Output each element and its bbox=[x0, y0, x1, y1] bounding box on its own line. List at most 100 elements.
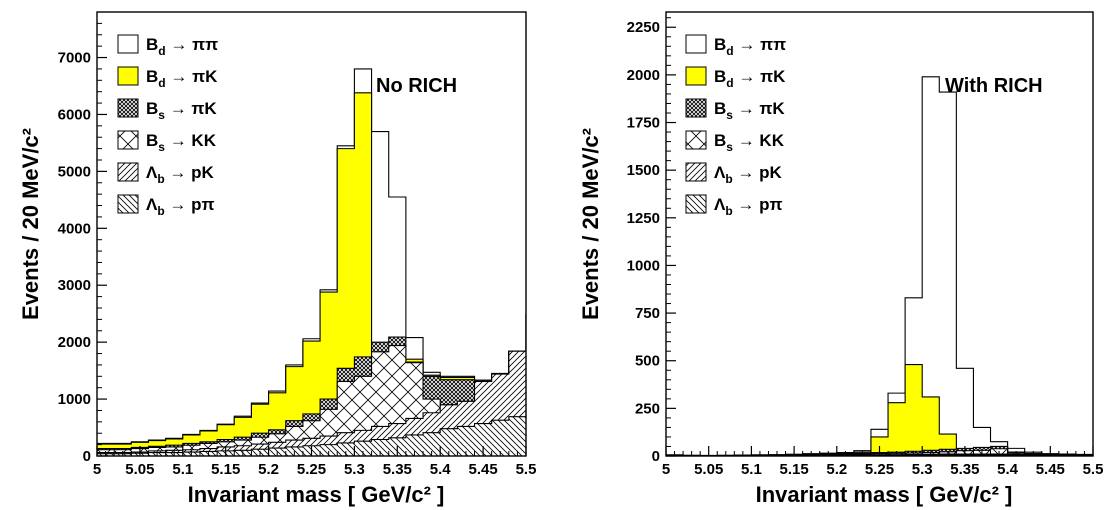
x-tick-label: 5.15 bbox=[779, 461, 808, 478]
histogram-2 bbox=[666, 363, 1093, 456]
legend-prefix: B bbox=[714, 131, 726, 150]
y-tick-label: 2000 bbox=[627, 67, 660, 84]
y-tick-label: 7000 bbox=[58, 50, 91, 67]
legend-label: Λb → pπ bbox=[146, 195, 215, 218]
x-tick-label: 5.45 bbox=[1036, 461, 1065, 478]
legend-swatch bbox=[685, 130, 707, 150]
x-axis-label-unit: [ GeV/c² ] bbox=[916, 482, 1013, 507]
legend-prefix: B bbox=[146, 131, 158, 150]
y-axis-label: Events / 20 MeV/c² bbox=[578, 128, 603, 320]
legend-sub: d bbox=[726, 76, 733, 90]
y-tick-label: 750 bbox=[635, 305, 660, 322]
x-tick-label: 5.2 bbox=[826, 461, 847, 478]
x-tick-label: 5.4 bbox=[997, 461, 1019, 478]
legend-sub: s bbox=[726, 108, 733, 122]
legend-sub: b bbox=[157, 204, 164, 218]
legend-label: Bs → πK bbox=[714, 99, 785, 122]
legend-label: Bs → πK bbox=[146, 99, 217, 122]
panel-2: 5 5.05 5.1 5.15 5.2 5.25 5.3 5.35 5.4 5.45 5.5 0 250… bbox=[578, 11, 1104, 507]
x-axis-label: Invariant mass [ GeV/c² ] bbox=[188, 482, 445, 507]
legend-label: Bs → KK bbox=[146, 131, 217, 154]
legend-sub: s bbox=[158, 108, 165, 122]
legend-prefix: Λ bbox=[146, 163, 158, 182]
legend-prefix: Λ bbox=[714, 195, 726, 214]
x-tick-label: 5.5 bbox=[516, 461, 537, 478]
legend-swatch bbox=[117, 130, 139, 150]
x-tick-label: 5.15 bbox=[211, 461, 240, 478]
x-axis-label: Invariant mass [ GeV/c² ] bbox=[756, 482, 1013, 507]
legend-swatch bbox=[117, 194, 139, 214]
y-tick-label: 2000 bbox=[58, 334, 91, 351]
legend-prefix: B bbox=[714, 35, 726, 54]
histogram-stack bbox=[97, 68, 526, 456]
legend-label: Λb → pπ bbox=[714, 195, 783, 218]
legend-swatch bbox=[685, 98, 707, 118]
y-tick-label: 4000 bbox=[58, 220, 91, 237]
legend-decay: → ππ bbox=[734, 35, 786, 54]
legend-prefix: Λ bbox=[146, 195, 158, 214]
legend-label: Λb → pK bbox=[714, 163, 783, 186]
y-tick-label: 5000 bbox=[58, 163, 91, 180]
x-tick-label: 5.1 bbox=[741, 461, 762, 478]
legend-label: Bd → πK bbox=[146, 67, 218, 90]
y-tick-label: 500 bbox=[635, 353, 660, 370]
x-axis-label-main: Invariant mass bbox=[188, 482, 348, 507]
x-axis-label-unit: [ GeV/c² ] bbox=[348, 482, 445, 507]
x-tick-label: 5.05 bbox=[125, 461, 154, 478]
legend-sub: b bbox=[157, 172, 164, 186]
x-tick-label: 5.3 bbox=[912, 461, 933, 478]
legend-swatch bbox=[685, 194, 707, 214]
y-tick-label: 1000 bbox=[58, 391, 91, 408]
legend-sub: b bbox=[725, 204, 732, 218]
x-axis-label-main: Invariant mass bbox=[756, 482, 916, 507]
y-tick-label: 1500 bbox=[627, 162, 660, 179]
legend-label: Bd → ππ bbox=[146, 35, 218, 58]
legend-swatch bbox=[117, 34, 139, 54]
x-tick-label: 5.35 bbox=[383, 461, 412, 478]
panel-annotation: With RICH bbox=[945, 75, 1043, 97]
y-tick-label: 1750 bbox=[627, 115, 660, 132]
legend-label: Bd → πK bbox=[714, 67, 786, 90]
legend-decay: → pπ bbox=[733, 195, 783, 214]
x-tick-label: 5.45 bbox=[468, 461, 497, 478]
y-tick-label: 0 bbox=[652, 448, 660, 465]
legend-decay: → pK bbox=[733, 163, 783, 182]
x-tick-label: 5 bbox=[662, 461, 670, 478]
panel-annotation: No RICH bbox=[376, 75, 457, 97]
x-tick-label: 5.3 bbox=[344, 461, 365, 478]
x-tick-label: 5.25 bbox=[865, 461, 894, 478]
x-tick-label: 5.4 bbox=[430, 461, 452, 478]
legend-decay: → πK bbox=[166, 67, 218, 86]
legend-sub: d bbox=[726, 44, 733, 58]
y-tick-label: 6000 bbox=[58, 106, 91, 123]
panel-1: 5 5.05 5.1 5.15 5.2 5.25 5.3 5.35 5.4 5.45 5.5 0 100… bbox=[18, 11, 537, 507]
legend-swatch bbox=[117, 66, 139, 86]
legend-decay: → KK bbox=[733, 131, 785, 150]
legend-sub: d bbox=[158, 76, 165, 90]
y-axis-label: Events / 20 MeV/c² bbox=[18, 128, 43, 320]
y-tick-label: 250 bbox=[635, 400, 660, 417]
legend-sub: s bbox=[158, 140, 165, 154]
legend-prefix: B bbox=[714, 99, 726, 118]
legend-label: Λb → pK bbox=[146, 163, 215, 186]
legend-swatch bbox=[117, 162, 139, 182]
x-tick-label: 5.5 bbox=[1083, 461, 1104, 478]
x-tick-label: 5.2 bbox=[258, 461, 279, 478]
legend-swatch bbox=[685, 34, 707, 54]
legend-swatch bbox=[117, 98, 139, 118]
y-tick-label: 1000 bbox=[627, 257, 660, 274]
legend-decay: → πK bbox=[165, 99, 217, 118]
legend-prefix: Λ bbox=[714, 163, 726, 182]
legend-swatch bbox=[685, 162, 707, 182]
legend-prefix: B bbox=[146, 99, 158, 118]
legend-decay: → πK bbox=[734, 67, 786, 86]
x-tick-label: 5.05 bbox=[694, 461, 723, 478]
legend-swatch bbox=[685, 66, 707, 86]
x-tick-label: 5 bbox=[93, 461, 101, 478]
x-tick-label: 5.1 bbox=[172, 461, 193, 478]
legend-decay: → πK bbox=[733, 99, 785, 118]
y-tick-label: 1250 bbox=[627, 210, 660, 227]
